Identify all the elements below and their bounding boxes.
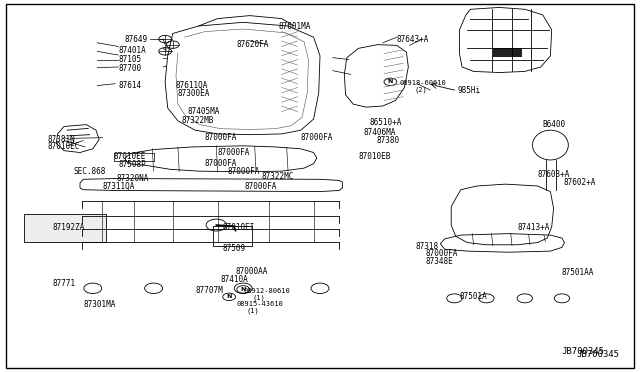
Text: 87000FA: 87000FA <box>218 148 250 157</box>
Text: 87413+A: 87413+A <box>517 223 550 232</box>
Text: 08915-43610: 08915-43610 <box>237 301 284 307</box>
Text: 87700: 87700 <box>118 64 141 73</box>
Text: 985Hi: 985Hi <box>458 86 481 94</box>
Text: 87508P: 87508P <box>118 160 146 169</box>
Text: 87000FA: 87000FA <box>244 182 277 190</box>
Text: N: N <box>388 79 393 84</box>
Text: 87000FA: 87000FA <box>301 133 333 142</box>
Text: 87000FA: 87000FA <box>205 133 237 142</box>
Text: 87405MA: 87405MA <box>188 107 220 116</box>
Text: 87620FA: 87620FA <box>237 40 269 49</box>
Text: 87301MA: 87301MA <box>83 300 116 309</box>
Bar <box>213 226 252 246</box>
Text: 87381N: 87381N <box>48 135 76 144</box>
Text: 87410A: 87410A <box>221 275 248 284</box>
Bar <box>493 48 522 57</box>
Text: 87601MA: 87601MA <box>278 22 311 31</box>
Text: 87649: 87649 <box>125 35 148 44</box>
Text: 87000FA: 87000FA <box>426 249 458 258</box>
Text: 87000AA: 87000AA <box>236 267 268 276</box>
Text: 87000FA: 87000FA <box>227 167 260 176</box>
Text: 87300EA: 87300EA <box>178 89 211 98</box>
Text: 87192ZA: 87192ZA <box>52 223 85 232</box>
Text: (1): (1) <box>246 307 259 314</box>
Text: 87602+A: 87602+A <box>563 178 596 187</box>
Text: JB700345: JB700345 <box>576 350 619 359</box>
Text: 87010EI: 87010EI <box>223 223 255 232</box>
Text: 86510+A: 86510+A <box>370 118 403 126</box>
Text: 87509: 87509 <box>223 244 246 253</box>
Text: 87311QA: 87311QA <box>102 182 135 191</box>
Text: 87322MC: 87322MC <box>261 172 294 181</box>
Text: 87000FA: 87000FA <box>205 159 237 168</box>
Text: (1): (1) <box>253 294 266 301</box>
Text: 87406MA: 87406MA <box>364 128 396 137</box>
Polygon shape <box>24 214 106 242</box>
Text: 87010EB: 87010EB <box>358 153 391 161</box>
Text: 08912-80610: 08912-80610 <box>243 288 290 294</box>
Text: 87348E: 87348E <box>426 257 453 266</box>
Text: 87105: 87105 <box>118 55 141 64</box>
Text: N: N <box>241 287 246 292</box>
Text: 87501A: 87501A <box>460 292 487 301</box>
Text: 87614: 87614 <box>118 81 141 90</box>
Text: 87643+A: 87643+A <box>397 35 429 44</box>
Text: SEC.868: SEC.868 <box>74 167 106 176</box>
Text: N: N <box>227 294 232 299</box>
Text: 08918-60610: 08918-60610 <box>400 80 447 86</box>
Text: 87010EC: 87010EC <box>48 142 81 151</box>
Text: 87771: 87771 <box>52 279 76 288</box>
Text: 87010EE: 87010EE <box>114 152 147 161</box>
Text: 87320NA: 87320NA <box>116 174 149 183</box>
Text: 87501AA: 87501AA <box>562 268 595 277</box>
Text: B6400: B6400 <box>543 120 566 129</box>
Text: (2): (2) <box>415 86 428 93</box>
Text: 87611QA: 87611QA <box>176 81 209 90</box>
Text: JB700345: JB700345 <box>562 347 605 356</box>
Text: 87322MB: 87322MB <box>181 116 214 125</box>
Text: 87401A: 87401A <box>118 46 146 55</box>
Text: 87707M: 87707M <box>195 286 223 295</box>
Text: 87318: 87318 <box>416 242 439 251</box>
Text: 87380: 87380 <box>376 136 399 145</box>
Text: 87603+A: 87603+A <box>538 170 570 179</box>
